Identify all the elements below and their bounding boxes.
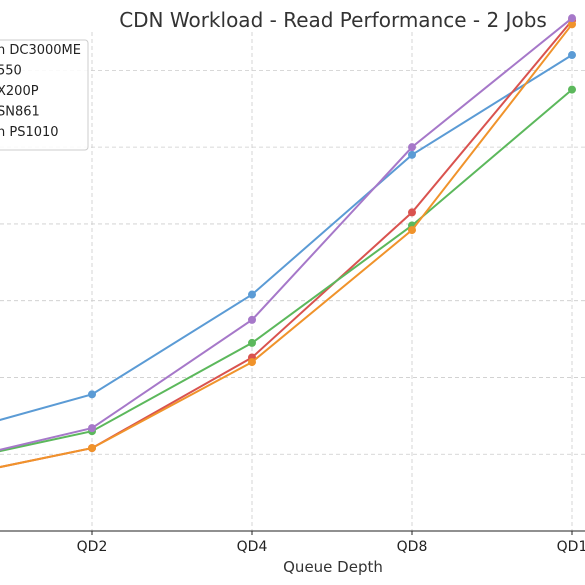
legend-box xyxy=(0,39,89,151)
x-tick-label: QD8 xyxy=(397,539,428,555)
x-tick-labels: QD2 QD4 QD8 QD1 xyxy=(77,531,585,555)
legend-item: n PS1010 xyxy=(0,125,59,140)
data-point xyxy=(408,150,416,159)
legend-item: 550 xyxy=(0,64,22,79)
data-point xyxy=(408,208,416,217)
legend-label: n PS1010 xyxy=(0,125,59,140)
data-point xyxy=(568,51,576,60)
series-4 xyxy=(0,20,576,469)
x-tick-label: QD4 xyxy=(237,539,268,555)
data-point xyxy=(248,358,256,367)
legend-label: X200P xyxy=(0,84,39,99)
data-point xyxy=(88,390,96,399)
x-tick-label: QD2 xyxy=(77,539,108,555)
legend: n DC3000ME 550 X200P SN861 n PS1010 xyxy=(0,39,89,151)
legend-item: X200P xyxy=(0,84,39,99)
legend-label: 550 xyxy=(0,64,22,79)
data-point xyxy=(88,444,96,453)
data-point xyxy=(248,338,256,347)
legend-item: SN861 xyxy=(0,105,40,120)
data-point xyxy=(88,424,96,433)
chart-title: CDN Workload - Read Performance - 2 Jobs xyxy=(119,8,547,32)
legend-label: n DC3000ME xyxy=(0,43,81,58)
x-tick-label: QD1 xyxy=(557,539,585,555)
data-point xyxy=(248,315,256,324)
data-point xyxy=(408,226,416,235)
series-1 xyxy=(0,51,576,421)
data-point xyxy=(568,14,576,23)
series-5 xyxy=(0,14,576,451)
x-axis-label: Queue Depth xyxy=(283,558,383,576)
data-point xyxy=(248,290,256,299)
data-point xyxy=(568,20,576,29)
legend-item: n DC3000ME xyxy=(0,43,81,58)
data-point xyxy=(408,143,416,152)
data-point xyxy=(568,85,576,94)
legend-label: SN861 xyxy=(0,105,40,120)
series-layer xyxy=(0,14,576,469)
